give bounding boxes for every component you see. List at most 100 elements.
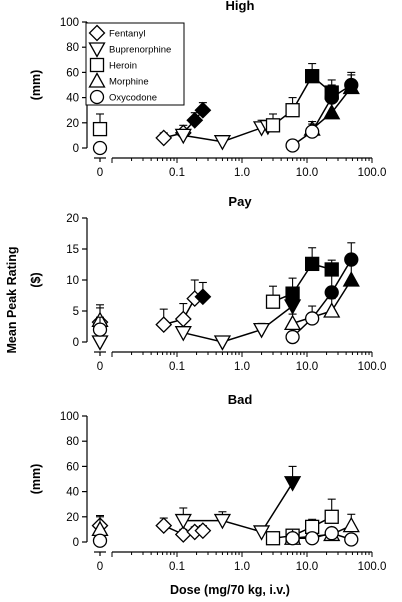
y-tick-label: 60 bbox=[66, 67, 79, 79]
x-tick-label: 0 bbox=[97, 167, 103, 179]
data-point bbox=[323, 103, 341, 120]
data-point bbox=[285, 531, 300, 546]
data-point bbox=[304, 124, 320, 139]
series-line bbox=[163, 109, 204, 139]
panel-bad: Bad (mm) 0 20 40 60 80 100 0 0.1 1.0 10.0 100.0 bbox=[29, 392, 386, 573]
series-line bbox=[272, 75, 333, 126]
x-tick-label: 0.1 bbox=[169, 167, 185, 179]
series-fentanyl bbox=[91, 279, 212, 334]
baseline-marker bbox=[92, 140, 108, 156]
y-tick-label: 10 bbox=[66, 275, 79, 287]
series-fentanyl bbox=[91, 514, 212, 543]
legend: Fentanyl Buprenorphine Heroin Morphine Oxyco… bbox=[85, 22, 185, 106]
series-buprenorphine bbox=[174, 465, 302, 541]
legend-label: Morphine bbox=[109, 77, 149, 88]
data-point bbox=[324, 285, 339, 300]
data-point bbox=[285, 138, 300, 153]
y-tick-label: 40 bbox=[66, 93, 79, 105]
y-axis-label: ($) bbox=[29, 272, 43, 287]
y-tick-label: 20 bbox=[66, 213, 79, 225]
y-tick-label: 100 bbox=[60, 411, 79, 423]
y-tick-label: 20 bbox=[66, 118, 79, 130]
series-line bbox=[183, 305, 294, 343]
legend-item-morphine: Morphine bbox=[88, 72, 149, 88]
baseline-marker bbox=[92, 533, 108, 548]
y-axis-label: (mm) bbox=[29, 70, 43, 101]
legend-item-fentanyl: Fentanyl bbox=[88, 24, 145, 42]
x-tick-label: 0 bbox=[97, 561, 103, 573]
y-tick-label: 80 bbox=[66, 42, 79, 54]
data-point bbox=[304, 531, 320, 546]
x-tick-label: 0.1 bbox=[169, 561, 185, 573]
x-tick-label: 1.0 bbox=[234, 361, 250, 373]
legend-item-buprenorphine: Buprenorphine bbox=[88, 42, 171, 58]
panel-pay: Pay ($) 0 5 10 15 20 0 0.1 1.0 10.0 100.0 bbox=[29, 194, 386, 373]
series-oxycodone bbox=[92, 71, 359, 156]
y-tick-label: 0 bbox=[73, 537, 79, 549]
legend-label: Oxycodone bbox=[109, 93, 157, 104]
data-point bbox=[323, 302, 341, 318]
y-tick-label: 20 bbox=[66, 512, 79, 524]
shared-y-label: Mean Peak Rating bbox=[5, 247, 19, 354]
panel-title: Bad bbox=[228, 392, 253, 407]
data-point bbox=[324, 526, 339, 541]
x-tick-label: 100.0 bbox=[358, 361, 387, 373]
baseline-marker bbox=[92, 121, 108, 137]
legend-marker-fentanyl bbox=[88, 24, 106, 42]
legend-item-oxycodone: Oxycodone bbox=[89, 89, 157, 105]
series-line bbox=[292, 279, 352, 325]
data-point bbox=[155, 129, 173, 147]
data-point bbox=[174, 128, 192, 145]
baseline-marker bbox=[91, 335, 109, 351]
series-oxycodone bbox=[92, 526, 359, 548]
series-line bbox=[183, 482, 294, 533]
data-point bbox=[285, 103, 300, 118]
data-point bbox=[174, 310, 192, 328]
series-line bbox=[272, 516, 333, 539]
series-line bbox=[292, 259, 352, 338]
x-tick-label: 10.0 bbox=[296, 361, 318, 373]
y-tick-label: 100 bbox=[60, 17, 79, 29]
x-tick-label: 0.1 bbox=[169, 361, 185, 373]
data-point bbox=[265, 294, 281, 309]
data-point bbox=[213, 513, 232, 530]
data-point bbox=[265, 118, 281, 133]
data-point bbox=[174, 513, 192, 530]
legend-label: Fentanyl bbox=[109, 29, 145, 40]
data-point bbox=[194, 101, 212, 119]
data-point bbox=[304, 311, 320, 326]
data-point bbox=[155, 517, 173, 535]
data-point bbox=[304, 69, 320, 84]
x-tick-label: 100.0 bbox=[358, 561, 387, 573]
y-axis-label: (mm) bbox=[29, 464, 43, 495]
data-point bbox=[252, 525, 271, 541]
data-point bbox=[285, 286, 300, 301]
legend-label: Heroin bbox=[109, 61, 137, 72]
legend-marker-morphine bbox=[88, 72, 106, 88]
x-tick-label: 0 bbox=[97, 361, 103, 373]
legend-label: Buprenorphine bbox=[109, 45, 171, 56]
data-point bbox=[285, 329, 300, 345]
data-point bbox=[252, 322, 271, 339]
y-tick-label: 0 bbox=[73, 337, 79, 349]
data-point bbox=[344, 532, 359, 547]
data-point bbox=[324, 90, 339, 105]
x-tick-label: 10.0 bbox=[296, 561, 318, 573]
data-point bbox=[174, 326, 192, 342]
x-tick-label: 1.0 bbox=[234, 561, 250, 573]
data-point bbox=[155, 316, 173, 334]
legend-marker-buprenorphine bbox=[88, 42, 106, 58]
y-tick-label: 40 bbox=[66, 487, 79, 499]
y-tick-label: 15 bbox=[66, 244, 79, 256]
data-point bbox=[344, 252, 359, 267]
legend-marker-oxycodone bbox=[89, 89, 105, 105]
panel-high: High (mm) 0 20 40 60 80 100 0 0.1 1.0 10.0 100.0 Fent… bbox=[29, 0, 386, 179]
x-tick-label: 10.0 bbox=[296, 167, 318, 179]
data-point bbox=[304, 256, 320, 272]
series-heroin bbox=[265, 247, 339, 309]
series-line bbox=[292, 532, 352, 541]
y-tick-label: 60 bbox=[66, 461, 79, 473]
data-point bbox=[194, 522, 212, 540]
data-point bbox=[265, 531, 281, 546]
